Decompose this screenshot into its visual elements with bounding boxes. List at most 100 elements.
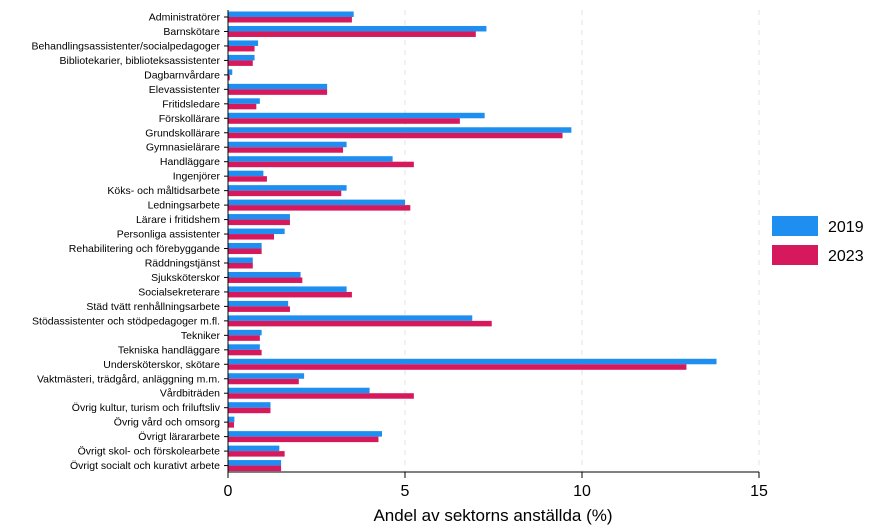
bar-2023-14 (228, 219, 290, 226)
x-tick-label: 0 (224, 483, 233, 500)
bar-2023-8 (228, 132, 563, 139)
category-label: Ledningsarbete (148, 200, 221, 212)
category-label: Handläggare (160, 156, 220, 168)
category-label: Elevassistenter (149, 84, 221, 96)
category-label: Behandlingsassistenter/socialpedagoger (31, 40, 220, 52)
bar-2019-6 (228, 98, 260, 104)
category-label: Rehabilitering och förebyggande (69, 243, 220, 255)
bar-2019-19 (228, 286, 347, 292)
bar-2019-12 (228, 185, 347, 191)
category-label: Grundskollärare (145, 127, 220, 139)
bar-2023-31 (228, 465, 282, 472)
bar-2023-27 (228, 407, 271, 414)
bar-2023-29 (228, 436, 379, 443)
bar-2023-16 (228, 248, 262, 255)
legend-swatch-2023 (772, 245, 818, 265)
category-label: Övrig kultur, turism och friluftsliv (72, 402, 221, 414)
bar-2023-13 (228, 205, 411, 211)
bar-2023-10 (228, 161, 414, 168)
bar-2023-2 (228, 45, 255, 52)
bar-2019-28 (228, 416, 235, 423)
category-label: Städ tvätt renhållningsarbete (86, 301, 220, 313)
bar-2019-22 (228, 329, 262, 336)
bar-2023-23 (228, 349, 262, 356)
bar-2019-17 (228, 257, 253, 263)
category-label: Köks- och måltidsarbete (107, 185, 220, 197)
bar-2019-18 (228, 271, 301, 278)
category-label: Övrigt socialt och kurativt arbete (70, 460, 220, 472)
bar-2019-27 (228, 402, 271, 408)
bars (228, 11, 717, 472)
bar-2019-29 (228, 431, 382, 437)
category-label: Personliga assistenter (117, 229, 221, 241)
legend: 2019 2023 (772, 216, 864, 265)
grid-lines (404, 10, 760, 472)
bar-2023-3 (228, 60, 253, 66)
x-tick-label: 15 (750, 483, 768, 500)
bar-2023-30 (228, 451, 285, 457)
category-label: Fritidsledare (162, 98, 220, 110)
legend-label: 2019 (828, 219, 864, 236)
axes: 0 5 10 15 (224, 10, 768, 500)
bar-2019-7 (228, 112, 485, 119)
category-label: Undersköterskor, skötare (103, 359, 220, 371)
bar-2019-10 (228, 156, 393, 162)
bar-2019-31 (228, 460, 282, 466)
bar-2023-12 (228, 190, 342, 197)
bar-2023-1 (228, 31, 476, 37)
bar-2019-30 (228, 445, 280, 452)
x-axis-title: Andel av sektorns anställda (%) (373, 506, 612, 525)
bar-2023-24 (228, 364, 687, 370)
bar-2019-26 (228, 387, 370, 394)
category-label: Vårdbiträden (160, 388, 220, 400)
bar-2019-5 (228, 83, 328, 90)
bar-2019-11 (228, 170, 264, 177)
category-label: Sjuksköterskor (151, 272, 220, 284)
bar-2019-2 (228, 40, 259, 46)
bar-2023-25 (228, 378, 299, 385)
bar-2019-1 (228, 25, 487, 32)
category-label: Stödassistenter och stödpedagoger m.fl. (32, 315, 220, 327)
bar-2019-14 (228, 214, 290, 220)
bar-2023-28 (228, 422, 235, 428)
bar-2019-8 (228, 127, 572, 133)
bar-2023-4 (228, 74, 230, 81)
bar-2023-21 (228, 320, 492, 327)
bar-2023-7 (228, 118, 460, 124)
category-label: Socialsekreterare (138, 286, 220, 298)
bar-2023-5 (228, 89, 328, 95)
category-label: Tekniker (181, 330, 221, 342)
bar-2019-25 (228, 373, 305, 379)
bar-2019-3 (228, 54, 255, 61)
category-label: Förskollärare (159, 113, 220, 125)
category-label: Övrig vård och omsorg (114, 417, 220, 429)
category-label: Övrigt skol- och förskolearbete (78, 446, 221, 458)
bar-2019-0 (228, 11, 354, 17)
x-tick-label: 10 (573, 483, 591, 500)
bar-2023-0 (228, 17, 352, 23)
category-label: Ingenjörer (173, 171, 221, 183)
bar-2019-9 (228, 141, 347, 148)
bar-2019-16 (228, 243, 262, 249)
bar-2023-20 (228, 306, 290, 312)
bar-2023-6 (228, 103, 257, 110)
bar-2019-23 (228, 344, 260, 350)
category-labels: Administratörer Barnskötare Behandlingsass… (31, 12, 220, 473)
category-label: Dagbarnvårdare (144, 69, 220, 81)
bar-2019-13 (228, 199, 405, 206)
category-label: Administratörer (149, 12, 221, 24)
bar-2023-17 (228, 262, 253, 269)
category-label: Tekniska handläggare (118, 344, 220, 356)
legend-swatch-2019 (772, 216, 818, 236)
category-label: Övrigt lärararbete (138, 431, 220, 443)
bar-2023-15 (228, 234, 275, 240)
category-label: Bibliotekarier, biblioteksassistenter (60, 55, 221, 67)
category-label: Räddningstjänst (145, 257, 220, 269)
bar-2023-18 (228, 277, 303, 283)
bar-2019-15 (228, 228, 285, 235)
category-label: Gymnasielärare (146, 142, 220, 154)
bar-2019-21 (228, 315, 473, 321)
category-label: Vaktmästeri, trädgård, anläggning m.m. (37, 373, 220, 385)
